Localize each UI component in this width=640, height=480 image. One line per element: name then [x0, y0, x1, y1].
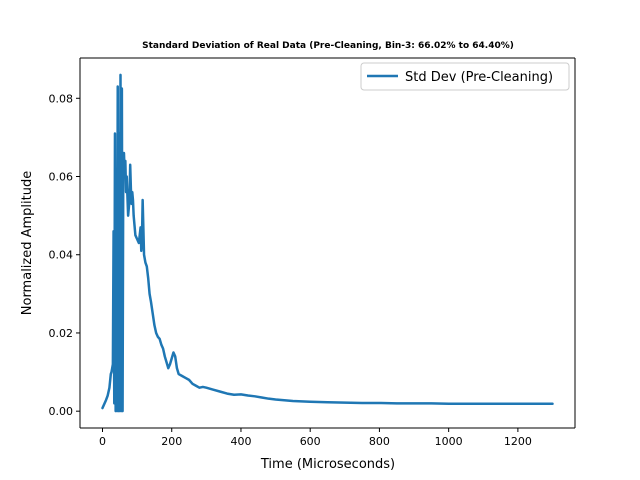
- y-tick-label: 0.08: [49, 92, 74, 105]
- x-tick-label: 800: [369, 435, 390, 448]
- y-tick-label: 0.06: [49, 171, 74, 184]
- y-axis: 0.00 0.02 0.04 0.06 0.08: [49, 92, 80, 418]
- legend-frame: [360, 62, 570, 91]
- y-tick-label: 0.00: [49, 405, 74, 418]
- x-axis: 0 200 400 600 800 1000 1200: [99, 428, 532, 448]
- x-axis-label: Time (Microseconds): [260, 457, 395, 472]
- x-tick-label: 0: [99, 435, 106, 448]
- chart-title: Standard Deviation of Real Data (Pre-Cle…: [142, 41, 514, 51]
- x-tick-label: 1000: [435, 435, 463, 448]
- x-tick-label: 400: [230, 435, 251, 448]
- x-tick-label: 200: [161, 435, 182, 448]
- x-tick-label: 1200: [504, 435, 532, 448]
- series-layer: [101, 73, 554, 413]
- legend: Std Dev (Pre-Cleaning): [360, 62, 570, 91]
- y-axis-label: Normalized Amplitude: [20, 171, 35, 315]
- series-line-0: [101, 73, 554, 413]
- plot-area: [79, 57, 576, 429]
- legend-label: Std Dev (Pre-Cleaning): [405, 70, 553, 85]
- plot-background: [80, 58, 575, 428]
- y-tick-label: 0.02: [49, 327, 74, 340]
- x-tick-label: 600: [300, 435, 321, 448]
- y-tick-label: 0.04: [49, 249, 74, 262]
